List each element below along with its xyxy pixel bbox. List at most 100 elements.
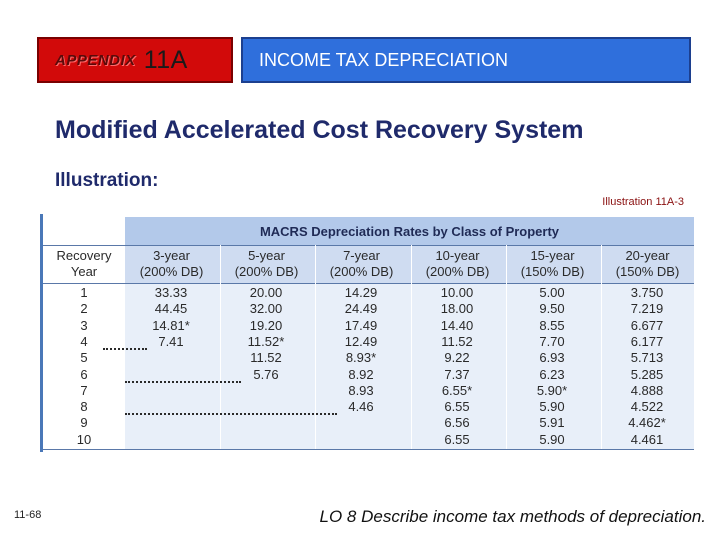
column-header: 10-year (200% DB) bbox=[411, 245, 504, 283]
rate-cell: 24.49 bbox=[344, 301, 378, 316]
column-header-method: (200% DB) bbox=[425, 264, 490, 279]
rate-cell: 9.22 bbox=[444, 350, 470, 365]
recovery-year-cell: 2 bbox=[80, 301, 88, 316]
rate-cell: 4.46 bbox=[348, 399, 374, 414]
column-header: 15-year (150% DB) bbox=[506, 245, 599, 283]
rate-cell: 7.70 bbox=[539, 334, 565, 349]
rate-cell: 4.888 bbox=[630, 383, 664, 398]
rate-cell: 8.93 bbox=[348, 383, 374, 398]
leader-dots-year8 bbox=[125, 413, 337, 415]
column-divider bbox=[411, 245, 412, 449]
recovery-year-header: Recovery Year bbox=[43, 245, 125, 283]
rate-cell: 6.23 bbox=[539, 367, 565, 382]
rate-cell: 7.37 bbox=[444, 367, 470, 382]
rate-cell: 19.20 bbox=[249, 318, 283, 333]
recovery-year-cell: 9 bbox=[80, 415, 88, 430]
column-header-method: (150% DB) bbox=[615, 264, 680, 279]
rate-cell: 8.55 bbox=[539, 318, 565, 333]
rate-cell: 11.52 bbox=[441, 334, 473, 349]
illustration-reference: Illustration 11A-3 bbox=[602, 196, 684, 208]
rate-cell: 8.92 bbox=[348, 367, 374, 382]
rate-cell: 14.40 bbox=[440, 318, 474, 333]
rate-cell: 5.90* bbox=[536, 383, 568, 398]
rate-cell: 7.41 bbox=[158, 334, 184, 349]
rate-cell: 6.56 bbox=[444, 415, 470, 430]
rate-cell: 44.45 bbox=[154, 301, 188, 316]
column-divider bbox=[601, 245, 602, 449]
rate-cell: 10.00 bbox=[440, 285, 474, 300]
rate-cell: 17.49 bbox=[344, 318, 378, 333]
recovery-year-cell: 3 bbox=[80, 318, 88, 333]
rate-cell: 32.00 bbox=[249, 301, 283, 316]
rate-cell: 5.91 bbox=[539, 415, 565, 430]
recovery-year-cell: 5 bbox=[80, 350, 88, 365]
column-header-class: 7-year bbox=[343, 248, 380, 263]
appendix-number: 11A bbox=[143, 45, 188, 74]
recovery-year-cell: 8 bbox=[80, 399, 88, 414]
column-header: 20-year (150% DB) bbox=[601, 245, 694, 283]
column-header-method: (150% DB) bbox=[520, 264, 585, 279]
rate-cell: 4.461 bbox=[630, 432, 664, 447]
macrs-rate-table: MACRS Depreciation Rates by Class of Pro… bbox=[40, 214, 694, 452]
topic-banner: INCOME TAX DEPRECIATION bbox=[241, 37, 691, 83]
recovery-header-line2: Year bbox=[70, 264, 98, 279]
rate-cell: 6.55 bbox=[444, 432, 470, 447]
recovery-year-cell: 7 bbox=[80, 383, 88, 398]
rate-cell: 33.33 bbox=[154, 285, 188, 300]
column-header-class: 20-year bbox=[625, 248, 670, 263]
rate-cell: 14.81* bbox=[152, 318, 190, 333]
rate-cell: 6.677 bbox=[630, 318, 664, 333]
rate-cell: 5.285 bbox=[630, 367, 664, 382]
appendix-badge: APPENDIX 11A bbox=[37, 37, 233, 83]
rate-cell: 6.55* bbox=[441, 383, 473, 398]
column-divider bbox=[506, 245, 507, 449]
table-header-band bbox=[125, 245, 694, 283]
column-header-class: 5-year bbox=[248, 248, 285, 263]
rate-cell: 5.90 bbox=[539, 432, 565, 447]
column-header: 7-year (200% DB) bbox=[315, 245, 408, 283]
rate-cell: 9.50 bbox=[539, 301, 565, 316]
table-rule-top bbox=[43, 245, 694, 246]
recovery-year-cell: 6 bbox=[80, 367, 88, 382]
recovery-year-cell: 1 bbox=[80, 285, 88, 300]
learning-objective: LO 8 Describe income tax methods of depr… bbox=[319, 507, 706, 526]
rate-cell: 3.750 bbox=[630, 285, 664, 300]
column-header-class: 15-year bbox=[530, 248, 575, 263]
rate-cell: 8.93* bbox=[345, 350, 377, 365]
rate-cell: 5.00 bbox=[539, 285, 565, 300]
illustration-label: Illustration: bbox=[55, 170, 159, 191]
recovery-year-cell: 10 bbox=[76, 432, 92, 447]
column-header: 3-year (200% DB) bbox=[125, 245, 218, 283]
table-body-band bbox=[125, 283, 694, 449]
table-rule-bottom bbox=[43, 449, 694, 450]
rate-cell: 5.76 bbox=[253, 367, 279, 382]
column-header-method: (200% DB) bbox=[329, 264, 394, 279]
rate-cell: 12.49 bbox=[344, 334, 378, 349]
slide-heading: Modified Accelerated Cost Recovery Syste… bbox=[55, 116, 584, 144]
rate-cell: 20.00 bbox=[249, 285, 283, 300]
recovery-header-line1: Recovery bbox=[56, 248, 112, 263]
table-rule-header bbox=[43, 283, 694, 284]
rate-cell: 6.93 bbox=[539, 350, 565, 365]
slide-number: 11-68 bbox=[14, 509, 42, 521]
appendix-word: APPENDIX bbox=[55, 51, 136, 69]
rate-cell: 5.713 bbox=[630, 350, 664, 365]
leader-dots-year4 bbox=[103, 348, 147, 350]
rate-cell: 6.55 bbox=[444, 399, 470, 414]
column-header-class: 3-year bbox=[153, 248, 190, 263]
recovery-year-cell: 4 bbox=[80, 334, 88, 349]
topic-title: INCOME TAX DEPRECIATION bbox=[259, 49, 509, 70]
rate-cell: 6.177 bbox=[630, 334, 664, 349]
rate-cell: 14.29 bbox=[344, 285, 378, 300]
column-header-method: (200% DB) bbox=[234, 264, 299, 279]
rate-cell: 4.522 bbox=[630, 399, 664, 414]
rate-cell: 7.219 bbox=[630, 301, 664, 316]
column-header-method: (200% DB) bbox=[139, 264, 204, 279]
column-header: 5-year (200% DB) bbox=[220, 245, 313, 283]
column-header-class: 10-year bbox=[435, 248, 480, 263]
rate-cell: 5.90 bbox=[539, 399, 565, 414]
rate-cell: 4.462* bbox=[628, 415, 666, 430]
rate-cell: 11.52* bbox=[247, 334, 285, 349]
rate-cell: 18.00 bbox=[440, 301, 474, 316]
table-title: MACRS Depreciation Rates by Class of Pro… bbox=[125, 217, 694, 245]
